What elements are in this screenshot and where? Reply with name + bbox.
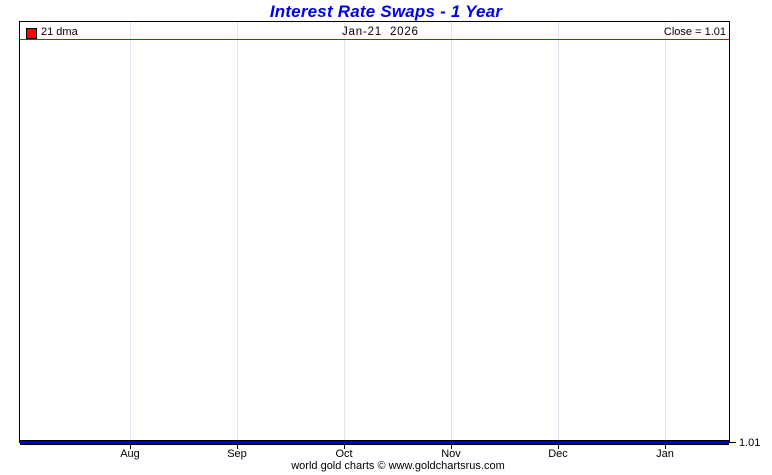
y-axis-right-tick <box>730 442 736 443</box>
x-axis-tick-label: Aug <box>120 448 140 460</box>
month-gridline <box>558 22 559 442</box>
price-data-line <box>20 440 729 445</box>
legend-label: 21 dma <box>41 26 78 38</box>
month-gridline <box>451 22 452 442</box>
plot-area: 21 dma Jan-21 2026 Close = 1.01 <box>19 21 730 445</box>
header-date: Jan-21 2026 <box>342 26 419 38</box>
x-axis-tick <box>237 445 238 449</box>
month-gridline <box>237 22 238 442</box>
x-axis-tick-label: Jan <box>656 448 674 460</box>
header-close-value: Close = 1.01 <box>663 26 726 38</box>
x-axis-tick <box>665 445 666 449</box>
month-gridline <box>665 22 666 442</box>
x-axis-tick <box>558 445 559 449</box>
x-axis-tick-label: Oct <box>335 448 353 460</box>
x-axis-tick <box>344 445 345 449</box>
x-axis-tick <box>451 445 452 449</box>
month-gridline <box>130 22 131 442</box>
month-gridline <box>344 22 345 442</box>
y-axis-right-label: 1.01 <box>739 437 761 449</box>
x-axis-tick-label: Sep <box>227 448 247 460</box>
footer-attribution: world gold charts © www.goldchartsrus.co… <box>291 460 505 472</box>
x-axis-tick <box>130 445 131 449</box>
chart-title: Interest Rate Swaps - 1 Year <box>269 2 503 21</box>
legend-marker-21dma <box>26 28 37 39</box>
x-axis-tick-label: Dec <box>548 448 568 460</box>
header-separator-line <box>20 39 729 40</box>
x-axis-tick-label: Nov <box>441 448 461 460</box>
